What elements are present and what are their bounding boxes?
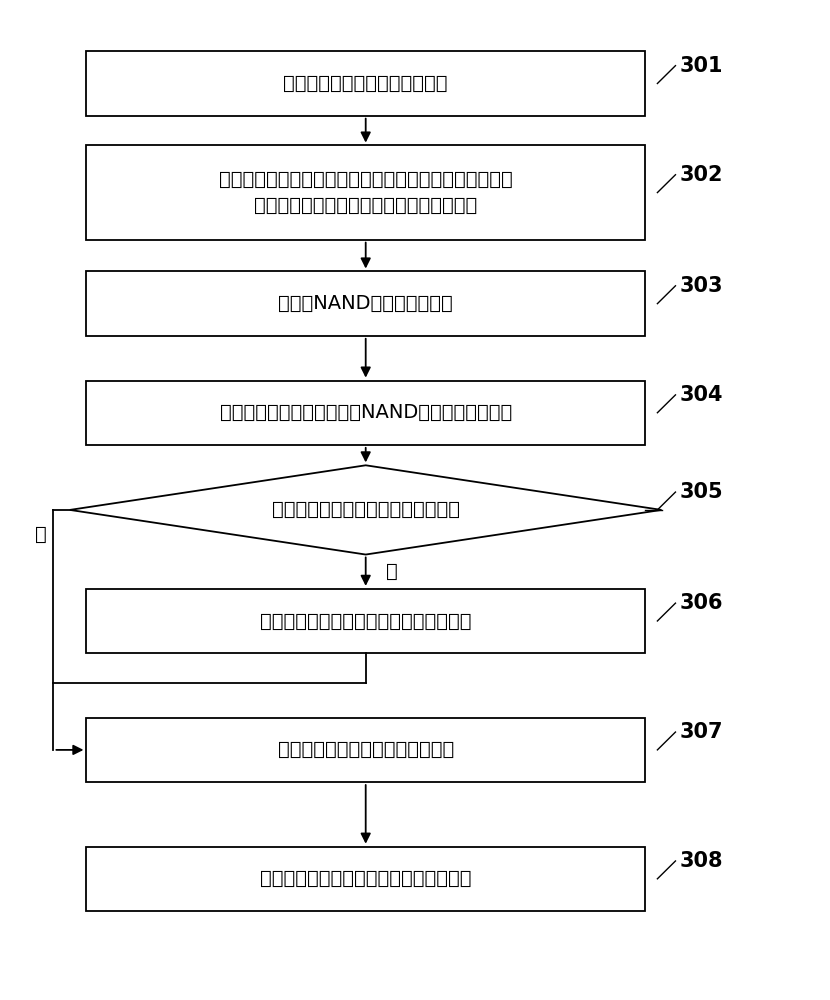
Text: 将准绑定块表中的绑定块分配给前部存储空间，将单独物
理块表中的单独物理块分配给后部存储空间: 将准绑定块表中的绑定块分配给前部存储空间，将单独物 理块表中的单独物理块分配给后…	[219, 170, 513, 215]
Text: 305: 305	[680, 482, 723, 502]
Text: 306: 306	[680, 593, 723, 613]
Text: 308: 308	[680, 851, 723, 871]
Text: 接收对NAND闪存的读写请求: 接收对NAND闪存的读写请求	[278, 294, 453, 313]
Text: 通过标准读写命令对目标物理块进行访问: 通过标准读写命令对目标物理块进行访问	[260, 869, 471, 888]
Bar	[86, 271, 645, 336]
Bar	[86, 381, 645, 445]
Text: 通过并行读写命令对目标物理块进行访问: 通过并行读写命令对目标物理块进行访问	[260, 611, 471, 630]
Text: 否: 否	[35, 525, 46, 544]
Text: 307: 307	[680, 722, 723, 742]
Text: 304: 304	[680, 385, 723, 405]
Text: 判断目标物理块是否在准绑定块表中: 判断目标物理块是否在准绑定块表中	[271, 500, 460, 519]
Text: 302: 302	[680, 165, 723, 185]
Bar	[86, 145, 645, 240]
Text: 303: 303	[680, 276, 723, 296]
Bar	[86, 847, 645, 911]
Bar	[86, 718, 645, 782]
Text: 是: 是	[386, 562, 398, 581]
Text: 确定目标物理块在单独物理块表中: 确定目标物理块在单独物理块表中	[277, 740, 454, 759]
Text: 读取准绑定块表和单独物理块表: 读取准绑定块表和单独物理块表	[284, 74, 448, 93]
Bar	[86, 589, 645, 653]
Text: 301: 301	[680, 56, 723, 76]
Polygon shape	[70, 465, 662, 555]
Bar	[86, 51, 645, 116]
Text: 根据读写请求确定待访问的NAND闪存的目标物理块: 根据读写请求确定待访问的NAND闪存的目标物理块	[220, 403, 512, 422]
